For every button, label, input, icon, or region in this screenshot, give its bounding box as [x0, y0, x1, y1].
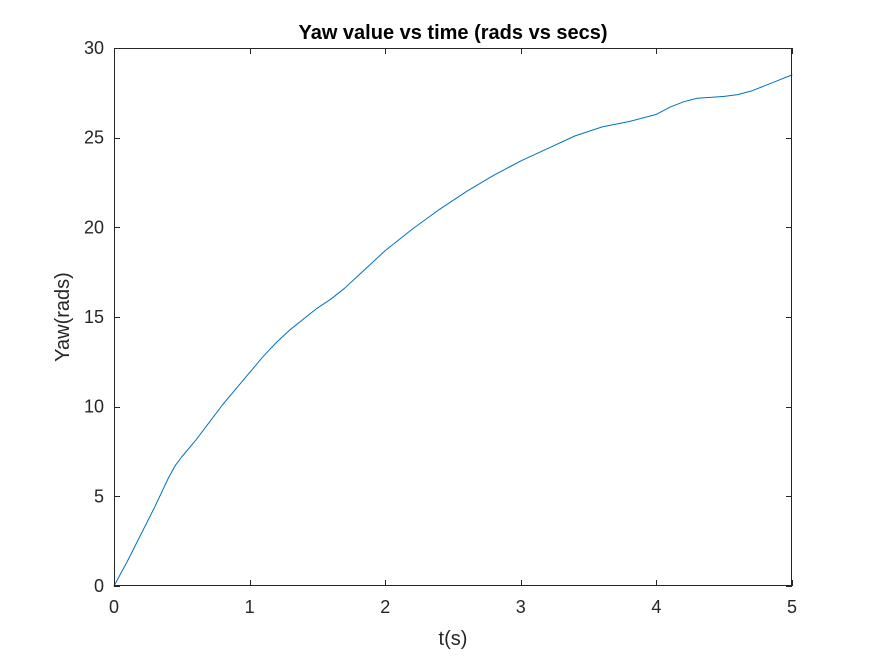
y-tick-label: 0 [94, 576, 104, 596]
y-axis-label: Yaw(rads) [52, 272, 74, 362]
x-tick-label: 5 [787, 597, 797, 617]
y-tick-label: 25 [84, 128, 104, 148]
y-tick-label: 30 [84, 38, 104, 58]
x-tick-label: 3 [516, 597, 526, 617]
chart-title: Yaw value vs time (rads vs secs) [298, 22, 607, 44]
x-tick-label: 2 [380, 597, 390, 617]
x-axis-label: t(s) [439, 628, 468, 650]
y-tick-label: 10 [84, 397, 104, 417]
plot-background [114, 48, 792, 586]
y-tick-label: 15 [84, 307, 104, 327]
y-tick-label: 5 [94, 486, 104, 506]
x-axis-ticks: 0 1 2 3 4 5 [109, 48, 797, 617]
x-tick-label: 4 [651, 597, 661, 617]
yaw-series-line [113, 74, 793, 587]
x-tick-label: 0 [109, 597, 119, 617]
y-tick-label: 20 [84, 217, 104, 237]
plot-area [113, 48, 793, 587]
y-axis-ticks: 0 5 10 15 20 25 30 [84, 38, 792, 596]
x-tick-label: 1 [245, 597, 255, 617]
